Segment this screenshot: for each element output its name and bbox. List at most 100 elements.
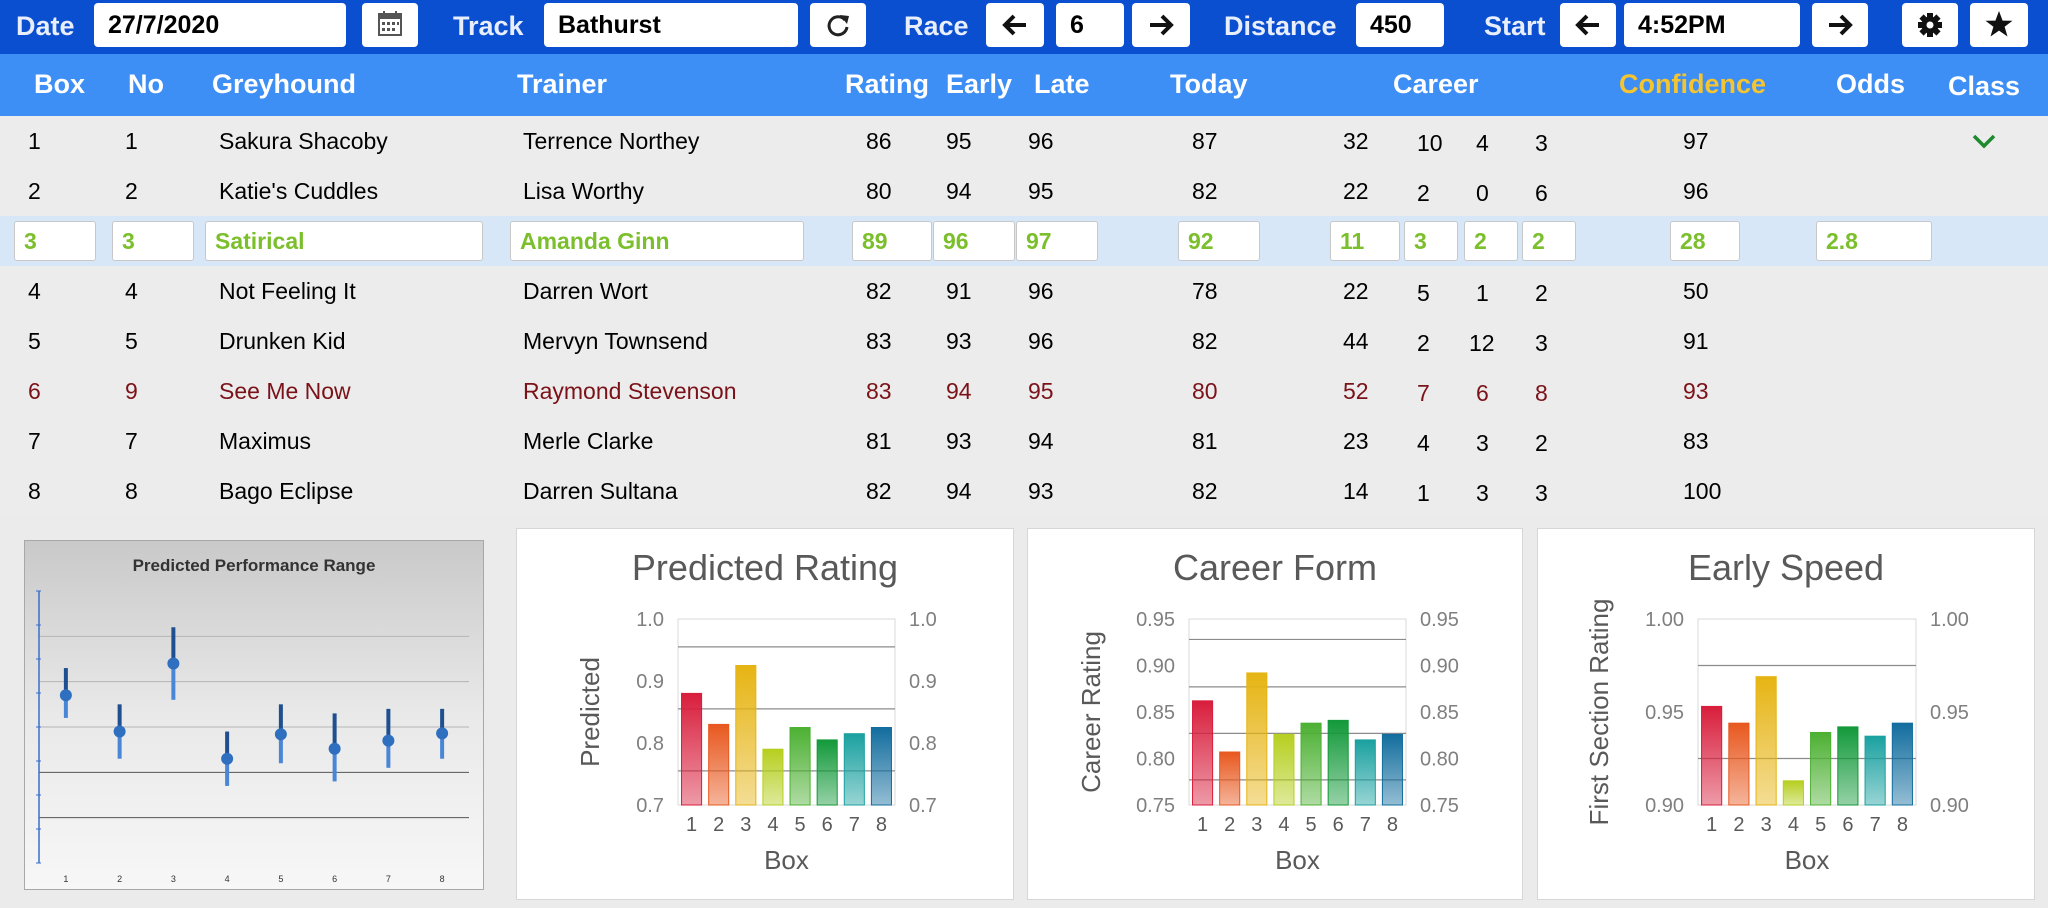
- arrow-right-icon: [1829, 14, 1853, 36]
- trainer-cell: Raymond Stevenson: [523, 378, 737, 404]
- arrow-left-icon: [1002, 14, 1026, 36]
- race-next-button[interactable]: [1132, 3, 1190, 47]
- date-input[interactable]: 27/7/2020: [94, 3, 346, 47]
- predicted-point: [328, 742, 341, 755]
- start-time-input[interactable]: 4:52PM: [1624, 3, 1800, 47]
- header-late[interactable]: Late: [1034, 69, 1090, 99]
- box-field[interactable]: 3: [14, 221, 96, 261]
- bar: [1701, 705, 1723, 806]
- header-odds[interactable]: Odds: [1836, 69, 1906, 99]
- bar: [1810, 731, 1832, 806]
- career-seconds-cell: 3: [1476, 480, 1489, 506]
- career-thirds-field[interactable]: 2: [1522, 221, 1576, 261]
- bar: [1755, 676, 1777, 806]
- table-row[interactable]: 4 4 Not Feeling It Darren Wort 82 91 96 …: [0, 266, 2048, 316]
- today-cell: 81: [1192, 428, 1218, 454]
- late-cell: 95: [1028, 378, 1054, 404]
- x-axis-label: Box: [764, 845, 809, 875]
- race-prev-button[interactable]: [986, 3, 1044, 47]
- career-thirds-cell: 6: [1535, 180, 1548, 206]
- early-cell: 94: [946, 478, 972, 504]
- early-cell: 94: [946, 378, 972, 404]
- greyhound-field[interactable]: Satirical: [205, 221, 483, 261]
- early-field[interactable]: 96: [933, 221, 1015, 261]
- y-axis-label: Predicted: [575, 657, 605, 767]
- late-cell: 96: [1028, 328, 1054, 354]
- rating-cell: 82: [866, 478, 892, 504]
- performance-range-chart: Predicted Performance Range 1 2 3 4 5 6 7 8: [25, 541, 483, 889]
- x-tick-label: 8: [1387, 814, 1398, 836]
- late-field[interactable]: 97: [1016, 221, 1098, 261]
- confidence-field[interactable]: 28: [1670, 221, 1740, 261]
- y2-tick-label: 0.95: [1930, 702, 1969, 724]
- refresh-button[interactable]: [810, 3, 866, 47]
- table-row[interactable]: 8 8 Bago Eclipse Darren Sultana 82 94 93…: [0, 466, 2048, 516]
- x-tick-label: 3: [1761, 814, 1772, 836]
- trainer-field[interactable]: Amanda Ginn: [510, 221, 804, 261]
- race-input[interactable]: 6: [1056, 3, 1124, 47]
- x-tick-label: 1: [1197, 814, 1208, 836]
- career-starts-field[interactable]: 11: [1330, 221, 1400, 261]
- box-cell: 7: [28, 428, 41, 454]
- career-wins-cell: 2: [1417, 180, 1430, 206]
- trainer-cell: Terrence Northey: [523, 128, 700, 154]
- table-row[interactable]: 7 7 Maximus Merle Clarke 81 93 94 81 23 …: [0, 416, 2048, 466]
- greyhound-cell: Drunken Kid: [219, 328, 346, 354]
- early-speed-chart: 1 2 3 4 5 6 7 8 0.90 0.90 0.95 0.95 1.00 1.00 Box First…: [1584, 599, 1969, 875]
- table-row[interactable]: 1 1 Sakura Shacoby Terrence Northey 86 9…: [0, 116, 2048, 166]
- greyhound-cell: Bago Eclipse: [219, 478, 354, 504]
- bar: [1246, 672, 1268, 806]
- header-box[interactable]: Box: [34, 69, 86, 99]
- header-no[interactable]: No: [128, 69, 164, 99]
- header-career[interactable]: Career: [1393, 69, 1479, 99]
- header-today[interactable]: Today: [1170, 69, 1248, 99]
- trainer-cell: Darren Sultana: [523, 478, 678, 504]
- odds-field[interactable]: 2.8: [1816, 221, 1932, 261]
- career-seconds-field[interactable]: 2: [1464, 221, 1518, 261]
- table-row[interactable]: 5 5 Drunken Kid Mervyn Townsend 83 93 96…: [0, 316, 2048, 366]
- career-form-chart: 1 2 3 4 5 6 7 8 0.75 0.75 0.80 0.80 0.85 0.85 0.90 0.90…: [1076, 609, 1459, 875]
- box-cell: 1: [28, 128, 41, 154]
- x-tick-label: 5: [795, 814, 806, 836]
- x-tick-label: 6: [822, 814, 833, 836]
- calendar-button[interactable]: [362, 3, 418, 47]
- table-row[interactable]: 6 9 See Me Now Raymond Stevenson 83 94 9…: [0, 366, 2048, 416]
- no-field[interactable]: 3: [112, 221, 194, 261]
- career-starts-cell: 22: [1343, 278, 1369, 304]
- track-input[interactable]: Bathurst: [544, 3, 798, 47]
- predicted-rating-chart: 1 2 3 4 5 6 7 8 0.7 0.7 0.8 0.8 0.9 0.9 1.0 1.0 Box Predi…: [575, 609, 937, 875]
- header-confidence[interactable]: Confidence: [1619, 69, 1767, 99]
- distance-input[interactable]: 450: [1356, 3, 1444, 47]
- late-cell: 96: [1028, 128, 1054, 154]
- header-greyhound[interactable]: Greyhound: [212, 69, 357, 99]
- rating-field[interactable]: 89: [852, 221, 932, 261]
- career-wins-field[interactable]: 3: [1404, 221, 1458, 261]
- y-tick-label: 1.00: [1645, 609, 1684, 631]
- bar: [1219, 751, 1241, 806]
- x-tick-label: 4: [1278, 814, 1289, 836]
- bar: [1354, 739, 1376, 806]
- y-tick-label: 0.90: [1645, 795, 1684, 817]
- start-next-button[interactable]: [1812, 3, 1868, 47]
- box-cell: 5: [28, 328, 41, 354]
- start-prev-button[interactable]: [1560, 3, 1616, 47]
- early-cell: 93: [946, 428, 972, 454]
- career-starts-cell: 22: [1343, 178, 1369, 204]
- y-tick-label: 0.7: [636, 795, 664, 817]
- favorite-button[interactable]: [1970, 3, 2028, 47]
- header-rating[interactable]: Rating: [845, 69, 929, 99]
- settings-button[interactable]: [1902, 3, 1958, 47]
- table-row[interactable]: 2 2 Katie's Cuddles Lisa Worthy 80 94 95…: [0, 166, 2048, 216]
- today-field[interactable]: 92: [1178, 221, 1260, 261]
- career-form-panel: Career Form 1 2 3 4 5 6 7 8 0.75 0.75 0.80 0.80 0.85…: [1027, 528, 1523, 900]
- x-tick-label: 7: [386, 874, 391, 884]
- predicted-point: [382, 734, 395, 747]
- header-class[interactable]: Class: [1948, 71, 2021, 101]
- table-row-selected[interactable]: 3 3 Satirical Amanda Ginn 89 96 97 92 11…: [0, 216, 2048, 266]
- header-trainer[interactable]: Trainer: [517, 69, 608, 99]
- trainer-cell: Lisa Worthy: [523, 178, 645, 204]
- y2-tick-label: 0.85: [1420, 702, 1459, 724]
- trainer-cell: Merle Clarke: [523, 428, 654, 454]
- early-cell: 91: [946, 278, 972, 304]
- header-early[interactable]: Early: [946, 69, 1013, 99]
